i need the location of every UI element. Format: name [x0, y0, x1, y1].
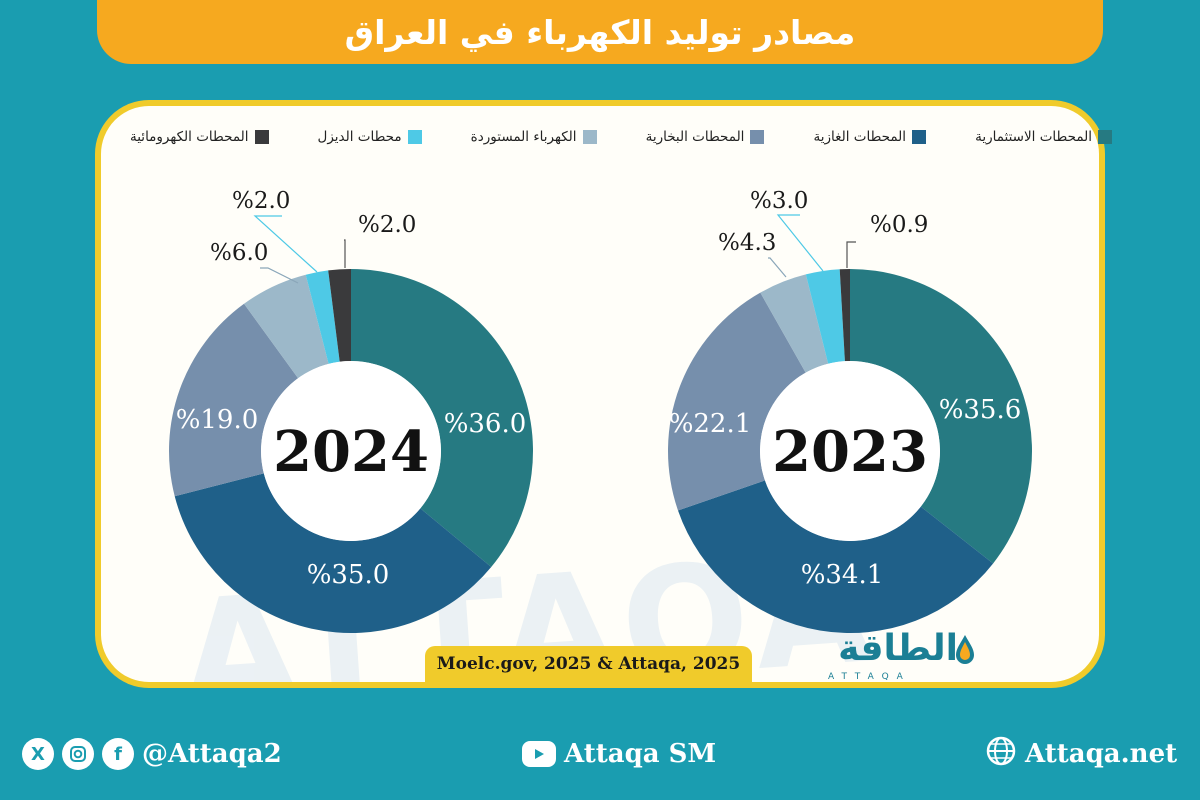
donut-slice — [850, 269, 1032, 564]
callout-line — [253, 215, 318, 273]
legend-item: محطات الديزل — [318, 129, 422, 145]
source-label: Moelc.gov, 2025 & Attaqa, 2025 — [425, 646, 752, 682]
logo-arabic: الطاقة — [838, 628, 958, 669]
donut-slice — [839, 269, 850, 362]
footer-social: X f @Attaqa2 — [22, 730, 282, 778]
legend-label: المحطات الكهرومائية — [130, 129, 249, 145]
drop-icon — [956, 635, 974, 664]
slice-value-label: %35.0 — [307, 560, 390, 590]
callout-line — [846, 241, 856, 268]
donut-slice — [351, 269, 533, 568]
legend-swatch — [407, 130, 422, 144]
donut-slice — [760, 274, 829, 373]
facebook-icon[interactable]: f — [102, 738, 134, 770]
callout-line — [776, 214, 824, 272]
x-icon[interactable]: X — [22, 738, 54, 770]
callout-value-label: %6.0 — [210, 240, 268, 266]
legend-swatch — [582, 130, 597, 144]
legend-swatch — [750, 130, 765, 144]
legend-label: محطات الديزل — [317, 129, 402, 145]
slice-value-label: %35.6 — [939, 395, 1022, 425]
legend: المحطات الاستثمارية المحطات الغازية المحطا… — [130, 125, 1112, 149]
footer-youtube: Attaqa SM — [522, 730, 716, 778]
legend-item: المحطات الغازية — [813, 129, 927, 145]
donut-slice — [805, 269, 845, 364]
youtube-icon[interactable] — [522, 741, 556, 767]
donut-slice — [328, 269, 351, 362]
callout-value-label: %4.3 — [718, 230, 776, 256]
donut-hole — [261, 361, 441, 541]
legend-label: الكهرباء المستوردة — [470, 129, 577, 145]
youtube-handle[interactable]: Attaqa SM — [564, 739, 717, 769]
slice-value-label: %22.1 — [669, 409, 752, 439]
callout-value-label: %0.9 — [870, 212, 928, 238]
donut-hole — [760, 361, 940, 541]
page-title: مصادر توليد الكهرباء في العراق — [344, 12, 856, 52]
slice-value-label: %19.0 — [176, 405, 259, 435]
social-handle[interactable]: @Attaqa2 — [142, 739, 282, 769]
legend-label: المحطات البخارية — [645, 129, 745, 145]
legend-item: المحطات الكهرومائية — [130, 129, 269, 145]
callout-value-label: %2.0 — [232, 188, 290, 214]
callout-line — [768, 257, 787, 278]
title-banner: مصادر توليد الكهرباء في العراق — [97, 0, 1103, 64]
legend-swatch — [1098, 130, 1112, 144]
slice-value-label: %34.1 — [801, 560, 884, 590]
donut-slice — [174, 473, 492, 633]
legend-swatch — [912, 130, 927, 144]
legend-item: المحطات الاستثمارية — [975, 129, 1112, 145]
donut-slice — [677, 480, 994, 634]
slice-value-label: %36.0 — [444, 409, 527, 439]
callout-line — [260, 267, 299, 284]
attaqa-logo: الطاقة ATTAQA — [826, 628, 976, 684]
legend-label: المحطات الاستثمارية — [975, 129, 1092, 145]
callout-value-label: %3.0 — [750, 188, 808, 214]
logo-english: ATTAQA — [828, 672, 911, 682]
instagram-icon[interactable] — [62, 738, 94, 770]
donut-slice — [169, 303, 299, 497]
globe-icon[interactable] — [985, 735, 1017, 774]
chart-year-title: 2023 — [772, 419, 928, 485]
donut-slice — [244, 274, 329, 379]
legend-swatch — [254, 130, 269, 144]
callout-line — [344, 239, 346, 268]
legend-label: المحطات الغازية — [813, 129, 907, 145]
website-link[interactable]: Attaqa.net — [1025, 739, 1178, 769]
legend-item: الكهرباء المستوردة — [471, 129, 597, 145]
callout-value-label: %2.0 — [358, 212, 416, 238]
donut-slice — [305, 270, 340, 364]
donut-slice — [668, 292, 806, 511]
legend-item: المحطات البخارية — [646, 129, 765, 145]
chart-year-title: 2024 — [273, 419, 429, 485]
footer-website: Attaqa.net — [985, 730, 1177, 778]
